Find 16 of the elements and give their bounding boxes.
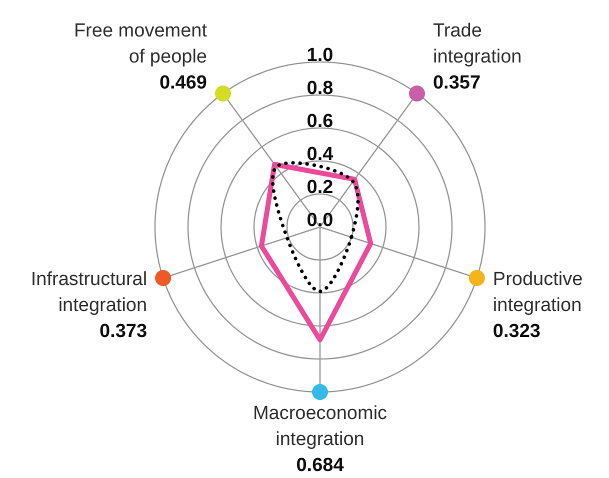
text: 0.323 (492, 320, 540, 342)
spoke-label: Infrastructural integration (30, 268, 148, 316)
y-tick-label: 0.6 (306, 111, 334, 132)
text: 0.684 (296, 455, 344, 476)
text: 0.373 (100, 320, 148, 342)
spoke-label: Free movement of people (74, 20, 208, 68)
y-tick-label: 0.2 (306, 177, 334, 198)
text: 0.469 (159, 72, 208, 94)
spoke-label: Productive integration (492, 268, 583, 316)
spoke-label: Trade integration (432, 20, 522, 68)
y-tick-label: 0.8 (306, 78, 334, 100)
spoke-label: Macroeconomic integration (252, 403, 388, 450)
y-tick-label: 0.0 (306, 210, 334, 232)
y-tick-label: 0.4 (306, 144, 334, 166)
text: 0.357 (432, 72, 481, 94)
y-tick-label: 1.0 (306, 45, 334, 66)
